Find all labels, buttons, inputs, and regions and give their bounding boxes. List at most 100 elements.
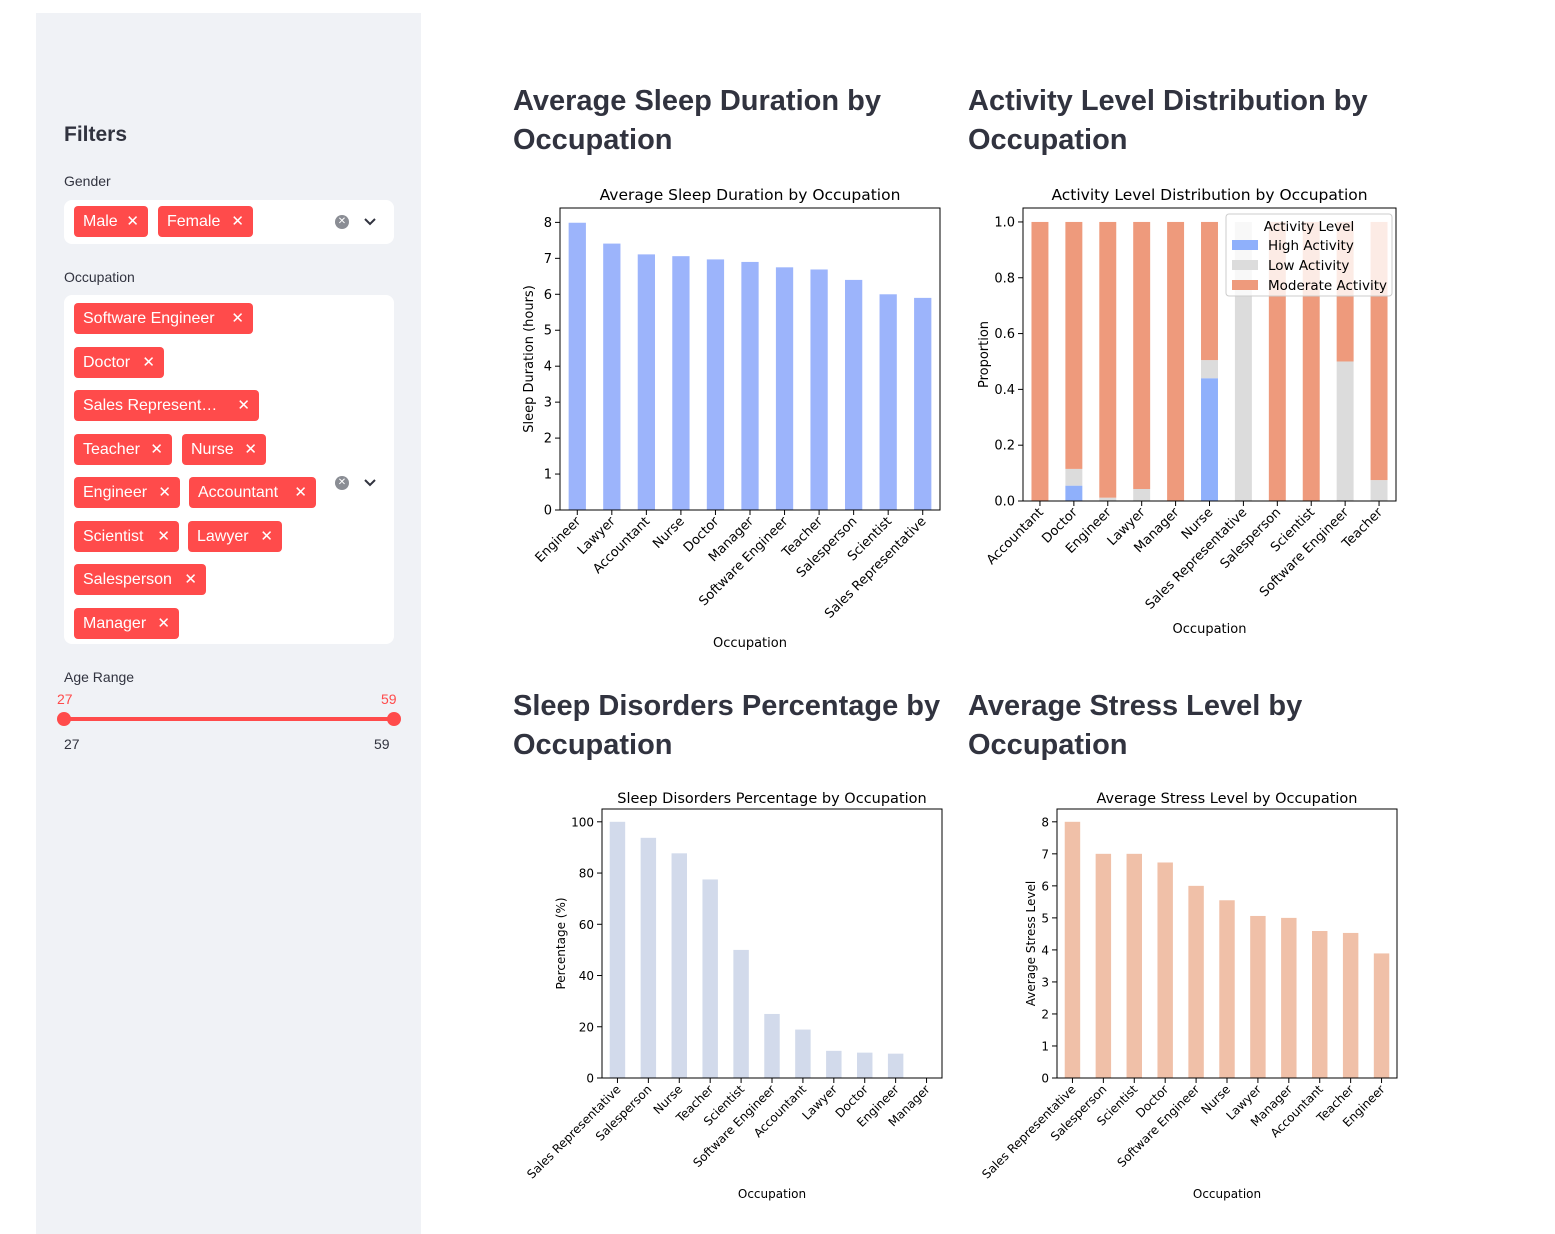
y-tick-label: 6 [1041, 879, 1049, 893]
clear-icon[interactable]: ✕ [335, 476, 349, 490]
occupation-tag: Doctor ✕ [74, 347, 164, 378]
tag-label: Manager [83, 615, 147, 632]
tag-label: Male [83, 213, 118, 230]
chevron-down-icon[interactable] [363, 476, 377, 490]
filters-title: Filters [64, 123, 128, 146]
y-tick-label: 0.6 [994, 327, 1015, 342]
activity-chart: Activity Level Distribution by Occupatio… [960, 175, 1410, 645]
remove-tag-icon[interactable]: ✕ [158, 484, 171, 501]
remove-tag-icon[interactable]: ✕ [294, 484, 307, 501]
tag-label: Software Engineer [83, 310, 215, 327]
slider-max-label: 59 [374, 736, 390, 752]
chart-title: Activity Level Distribution by Occupatio… [1051, 186, 1367, 204]
bar [1281, 917, 1297, 1078]
bar [702, 879, 718, 1078]
bar [672, 256, 690, 510]
remove-tag-icon[interactable]: ✕ [142, 354, 155, 371]
tag-label: Sales Represent… [83, 397, 218, 414]
occupation-multiselect[interactable]: Software Engineer ✕ Doctor ✕ Sales Represe… [64, 295, 394, 644]
bar [1312, 931, 1328, 1078]
legend-title: Activity Level [1264, 219, 1354, 235]
chart-title: Average Sleep Duration by Occupation [600, 186, 901, 204]
y-tick-label: 2 [1041, 1007, 1049, 1021]
bar [879, 294, 897, 510]
tag-label: Female [167, 213, 221, 230]
y-tick-label: 7 [544, 252, 552, 267]
slider-high-handle[interactable] [387, 712, 401, 726]
bar [603, 243, 621, 510]
chart-title: Sleep Disorders Percentage by Occupation [617, 791, 926, 807]
chevron-down-icon[interactable] [363, 215, 377, 229]
remove-tag-icon[interactable]: ✕ [231, 213, 244, 230]
bar-segment [1336, 361, 1354, 501]
y-tick-label: 5 [1041, 911, 1049, 925]
bar [671, 853, 687, 1078]
tag-label: Doctor [83, 354, 131, 371]
occupation-tag: Engineer ✕ [74, 477, 180, 508]
bar [1064, 821, 1081, 1078]
occupation-tag: Salesperson ✕ [74, 564, 206, 595]
y-tick-label: 0.4 [994, 383, 1015, 398]
remove-tag-icon[interactable]: ✕ [150, 441, 163, 458]
slider-min-label: 27 [64, 736, 80, 752]
slider-low-value: 27 [57, 691, 73, 707]
y-axis-label: Percentage (%) [554, 897, 568, 989]
tag-label: Salesperson [83, 571, 172, 588]
bar [609, 821, 626, 1078]
bar [1095, 853, 1112, 1078]
remove-tag-icon[interactable]: ✕ [244, 441, 257, 458]
bar-segment [1167, 221, 1185, 501]
bar [637, 254, 655, 510]
y-tick-label: 0.2 [994, 439, 1015, 454]
bar-segment [1099, 497, 1117, 501]
gender-multiselect[interactable]: Male ✕ Female ✕ ✕ [64, 200, 394, 244]
y-tick-label: 0 [1041, 1072, 1049, 1086]
remove-tag-icon[interactable]: ✕ [231, 310, 244, 327]
remove-tag-icon[interactable]: ✕ [126, 213, 139, 230]
bar [741, 261, 759, 510]
y-tick-label: 20 [579, 1020, 594, 1034]
y-tick-label: 3 [1041, 975, 1049, 989]
remove-tag-icon[interactable]: ✕ [184, 571, 197, 588]
tag-label: Lawyer [197, 528, 249, 545]
stress-heading: Average Stress Level by Occupation [968, 690, 1303, 761]
legend-label: Moderate Activity [1268, 278, 1387, 294]
bar [857, 1052, 873, 1078]
y-tick-label: 40 [579, 969, 594, 983]
bar [1250, 915, 1266, 1078]
bar-segment [1133, 489, 1151, 501]
bar [887, 1053, 904, 1078]
disorders-heading: Sleep Disorders Percentage by Occupation [513, 690, 941, 761]
x-tick-label: Lawyer [799, 1082, 840, 1123]
bar-segment [1201, 378, 1218, 501]
bar-segment [1099, 221, 1117, 498]
sleep-duration-heading: Average Sleep Duration by Occupation [513, 85, 881, 156]
x-axis-label: Occupation [713, 636, 787, 651]
y-tick-label: 8 [1041, 815, 1049, 829]
y-tick-label: 100 [571, 815, 594, 829]
bar [1188, 885, 1204, 1078]
y-axis-label: Proportion [977, 321, 992, 388]
y-tick-label: 5 [544, 324, 552, 339]
slider-track[interactable] [64, 717, 394, 721]
y-tick-label: 1.0 [994, 215, 1015, 230]
y-tick-label: 60 [579, 918, 594, 932]
disorders-chart: Sleep Disorders Percentage by Occupation… [505, 780, 955, 1210]
remove-tag-icon[interactable]: ✕ [237, 397, 250, 414]
y-tick-label: 0 [586, 1072, 594, 1086]
legend-swatch [1232, 280, 1258, 290]
legend-label: High Activity [1268, 238, 1354, 254]
bar [810, 269, 828, 510]
y-tick-label: 7 [1041, 847, 1049, 861]
occupation-tag: Teacher ✕ [74, 434, 172, 465]
remove-tag-icon[interactable]: ✕ [157, 615, 170, 632]
y-tick-label: 0 [544, 504, 552, 519]
y-tick-label: 4 [544, 360, 552, 375]
remove-tag-icon[interactable]: ✕ [260, 528, 273, 545]
clear-icon[interactable]: ✕ [335, 215, 349, 229]
bar [775, 267, 794, 510]
slider-low-handle[interactable] [57, 712, 71, 726]
tag-label: Engineer [83, 484, 148, 501]
remove-tag-icon[interactable]: ✕ [157, 528, 170, 545]
tag-label: Accountant [198, 484, 279, 501]
